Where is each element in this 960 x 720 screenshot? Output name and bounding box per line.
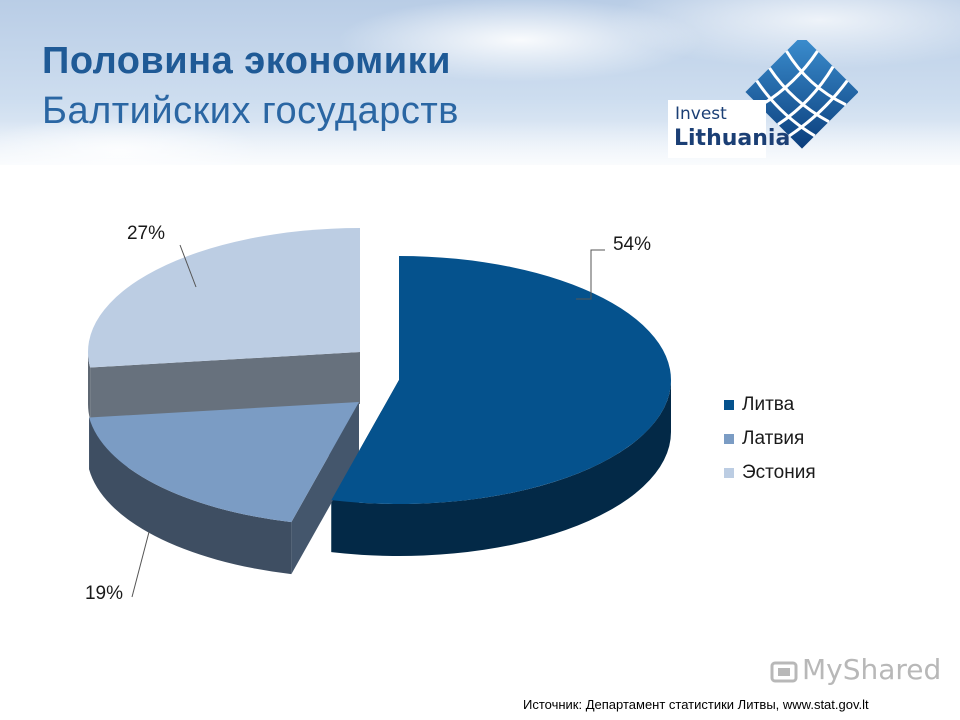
pie-slice-Литва — [331, 256, 671, 504]
watermark-icon — [770, 661, 798, 683]
legend-swatch — [724, 468, 734, 478]
leader-line-Эстония — [179, 244, 197, 288]
leader-line-Латвия — [131, 531, 150, 598]
pie-slice-side-Эстония — [88, 352, 91, 420]
invest-lithuania-logo — [668, 40, 858, 158]
pie-slice-side-Латвия — [89, 417, 292, 575]
source-note: Источник: Департамент статистики Литвы, … — [523, 697, 869, 712]
chart-legend: Литва Латвия Эстония — [724, 388, 816, 490]
legend-swatch — [724, 400, 734, 410]
data-label-Латвия: 19% — [85, 583, 123, 604]
legend-label: Латвия — [742, 428, 805, 449]
watermark-text: MyShared — [802, 653, 942, 686]
legend-swatch — [724, 434, 734, 444]
legend-item-Латвия: Латвия — [724, 422, 816, 456]
data-label-Эстония: 27% — [127, 223, 165, 244]
legend-item-Литва: Литва — [724, 388, 816, 422]
logo-text-invest: Invest — [675, 104, 727, 124]
legend-label: Литва — [742, 394, 795, 415]
page-subtitle: Балтийских государств — [42, 90, 459, 132]
legend-label: Эстония — [742, 462, 816, 483]
pie-slice-wall-Эстония — [90, 352, 360, 420]
pie-slice-Латвия — [89, 402, 359, 523]
legend-item-Эстония: Эстония — [724, 456, 816, 490]
page-title: Половина экономики — [42, 40, 452, 82]
pie-slice-side-Литва — [331, 380, 671, 556]
pie-slice-Эстония — [87, 228, 360, 368]
logo-text-lithuania: Lithuania — [674, 126, 791, 151]
data-label-Литва: 54% — [613, 234, 651, 255]
leader-line-Литва — [576, 249, 605, 300]
